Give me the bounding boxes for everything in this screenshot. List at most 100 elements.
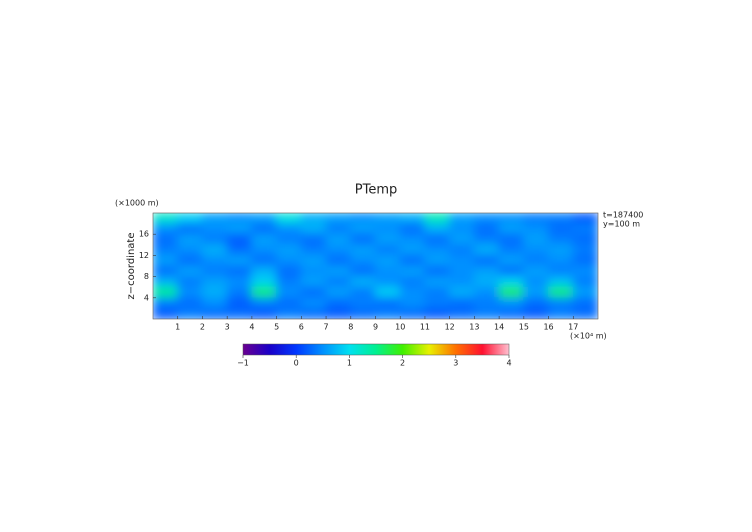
cell	[424, 297, 451, 309]
cell	[572, 286, 598, 299]
cell	[300, 233, 327, 246]
cell	[226, 233, 253, 246]
x-unit: (×10⁴ m)	[570, 332, 607, 341]
cell	[375, 265, 401, 278]
cell	[153, 254, 179, 267]
cell	[325, 223, 352, 235]
cell	[153, 213, 179, 225]
cell	[276, 244, 302, 256]
cell	[251, 254, 278, 267]
cell	[350, 265, 376, 278]
cell	[201, 297, 228, 309]
cell	[201, 286, 228, 299]
cell	[226, 286, 253, 299]
cell	[251, 276, 278, 288]
cell	[548, 233, 574, 246]
cell	[251, 223, 278, 235]
cell	[177, 233, 203, 246]
cell	[201, 244, 228, 256]
x-tick-label: 3	[225, 323, 230, 332]
cell	[399, 254, 426, 267]
cell	[177, 307, 203, 319]
x-tick-label: 17	[568, 323, 578, 332]
cell	[399, 265, 426, 278]
cell	[498, 233, 525, 246]
annotation: t=187400	[603, 211, 643, 220]
x-tick-label: 13	[469, 323, 479, 332]
cell	[325, 307, 352, 319]
cell	[201, 265, 228, 278]
colorbar-tick-label: 2	[400, 359, 405, 368]
cell	[251, 233, 278, 246]
cell	[226, 297, 253, 309]
cell	[201, 223, 228, 235]
cell	[300, 297, 327, 309]
cell	[375, 244, 401, 256]
cell	[325, 233, 352, 246]
cell	[449, 297, 475, 309]
cell	[350, 254, 376, 267]
cell	[498, 297, 525, 309]
cell	[375, 254, 401, 267]
cell	[375, 286, 401, 299]
x-tick-label: 2	[200, 323, 205, 332]
cell	[325, 254, 352, 267]
cell	[251, 265, 278, 278]
cell	[177, 297, 203, 309]
cell	[350, 223, 376, 235]
cell	[572, 297, 598, 309]
y-tick-label: 4	[144, 293, 149, 302]
cell	[325, 276, 352, 288]
cell	[226, 276, 253, 288]
cell	[276, 213, 302, 225]
cell	[375, 297, 401, 309]
colorbar-tick-label: 3	[453, 359, 458, 368]
cell	[399, 223, 426, 235]
cell	[226, 213, 253, 225]
cell	[473, 265, 500, 278]
cell	[226, 265, 253, 278]
cell	[449, 254, 475, 267]
cell	[523, 223, 550, 235]
cell	[350, 276, 376, 288]
cell	[473, 254, 500, 267]
cell	[276, 265, 302, 278]
x-tick-label: 1	[175, 323, 180, 332]
cell	[523, 254, 550, 267]
cell	[548, 254, 574, 267]
cell	[300, 213, 327, 225]
y-tick-label: 12	[139, 251, 149, 260]
cell	[276, 254, 302, 267]
cell	[153, 223, 179, 235]
cell	[424, 254, 451, 267]
cell	[325, 297, 352, 309]
cell	[424, 223, 451, 235]
cell	[523, 265, 550, 278]
cell	[251, 213, 278, 225]
y-tick-label: 16	[139, 230, 149, 239]
cell	[572, 244, 598, 256]
cell	[498, 307, 525, 319]
cell	[473, 286, 500, 299]
x-tick-label: 12	[445, 323, 455, 332]
cell	[251, 297, 278, 309]
cell	[424, 265, 451, 278]
cell	[350, 307, 376, 319]
cell	[523, 213, 550, 225]
cell	[325, 213, 352, 225]
cell	[399, 233, 426, 246]
cell	[473, 233, 500, 246]
cell	[177, 276, 203, 288]
cell	[300, 254, 327, 267]
cell	[153, 286, 179, 299]
cell	[201, 254, 228, 267]
cell	[350, 297, 376, 309]
cell	[399, 244, 426, 256]
cell	[473, 276, 500, 288]
cell	[153, 244, 179, 256]
cell	[177, 244, 203, 256]
cell	[251, 244, 278, 256]
cell	[548, 244, 574, 256]
cell	[300, 223, 327, 235]
x-tick-label: 9	[373, 323, 378, 332]
